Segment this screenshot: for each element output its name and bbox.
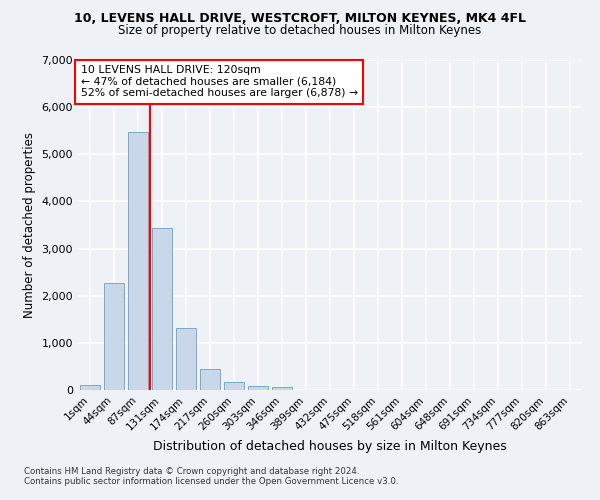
X-axis label: Distribution of detached houses by size in Milton Keynes: Distribution of detached houses by size … <box>153 440 507 453</box>
Text: 10 LEVENS HALL DRIVE: 120sqm
← 47% of detached houses are smaller (6,184)
52% of: 10 LEVENS HALL DRIVE: 120sqm ← 47% of de… <box>80 65 358 98</box>
Bar <box>80 386 100 390</box>
Text: Size of property relative to detached houses in Milton Keynes: Size of property relative to detached ho… <box>118 24 482 37</box>
Text: Contains HM Land Registry data © Crown copyright and database right 2024.: Contains HM Land Registry data © Crown c… <box>24 467 359 476</box>
Y-axis label: Number of detached properties: Number of detached properties <box>23 132 36 318</box>
Bar <box>224 382 244 390</box>
Bar <box>272 387 292 390</box>
Bar <box>248 386 268 390</box>
Bar <box>128 132 148 390</box>
Bar <box>176 328 196 390</box>
Bar <box>104 282 124 390</box>
Bar <box>200 370 220 390</box>
Text: Contains public sector information licensed under the Open Government Licence v3: Contains public sector information licen… <box>24 477 398 486</box>
Text: 10, LEVENS HALL DRIVE, WESTCROFT, MILTON KEYNES, MK4 4FL: 10, LEVENS HALL DRIVE, WESTCROFT, MILTON… <box>74 12 526 26</box>
Bar <box>152 228 172 390</box>
